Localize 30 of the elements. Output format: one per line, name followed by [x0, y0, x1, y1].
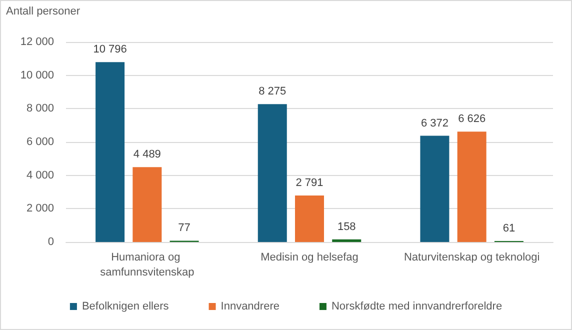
legend-label: Befolknigen ellers [82, 300, 170, 312]
bar [420, 136, 450, 242]
bar [132, 167, 162, 242]
data-label: 8 275 [258, 86, 286, 98]
y-tick-label: 12 000 [20, 36, 54, 48]
bar [332, 239, 362, 242]
y-tick-label: 8 000 [26, 102, 54, 115]
bar [96, 62, 125, 242]
data-label: 158 [337, 220, 356, 233]
y-tick-label: 0 [48, 236, 54, 248]
y-axis-title: Antall personer [6, 6, 80, 18]
bar [295, 195, 324, 242]
y-tick-label: 2 000 [26, 202, 54, 215]
data-label: 6 372 [420, 117, 448, 130]
data-label: 10 796 [93, 44, 127, 56]
x-tick-label: Medisin og helsefag [260, 252, 358, 264]
legend-label: Innvandrere [220, 300, 280, 312]
data-label: 2 791 [296, 176, 324, 189]
legend-label: Norskfødte med innvandrerforeldre [331, 300, 502, 312]
y-tick-label: 4 000 [26, 169, 54, 182]
y-tick-label: 6 000 [26, 136, 54, 148]
x-tick-label: Humaniora og samfunnsvitenskap [100, 252, 194, 278]
data-label: 61 [502, 222, 516, 234]
y-tick-label: 10 000 [20, 69, 54, 82]
x-tick-label: Naturvitenskap og teknologi [404, 252, 540, 264]
bar [457, 132, 486, 242]
data-label: 77 [178, 222, 190, 234]
data-label: 6 626 [458, 113, 486, 126]
bar [258, 104, 287, 242]
data-label: 4 489 [133, 148, 161, 161]
